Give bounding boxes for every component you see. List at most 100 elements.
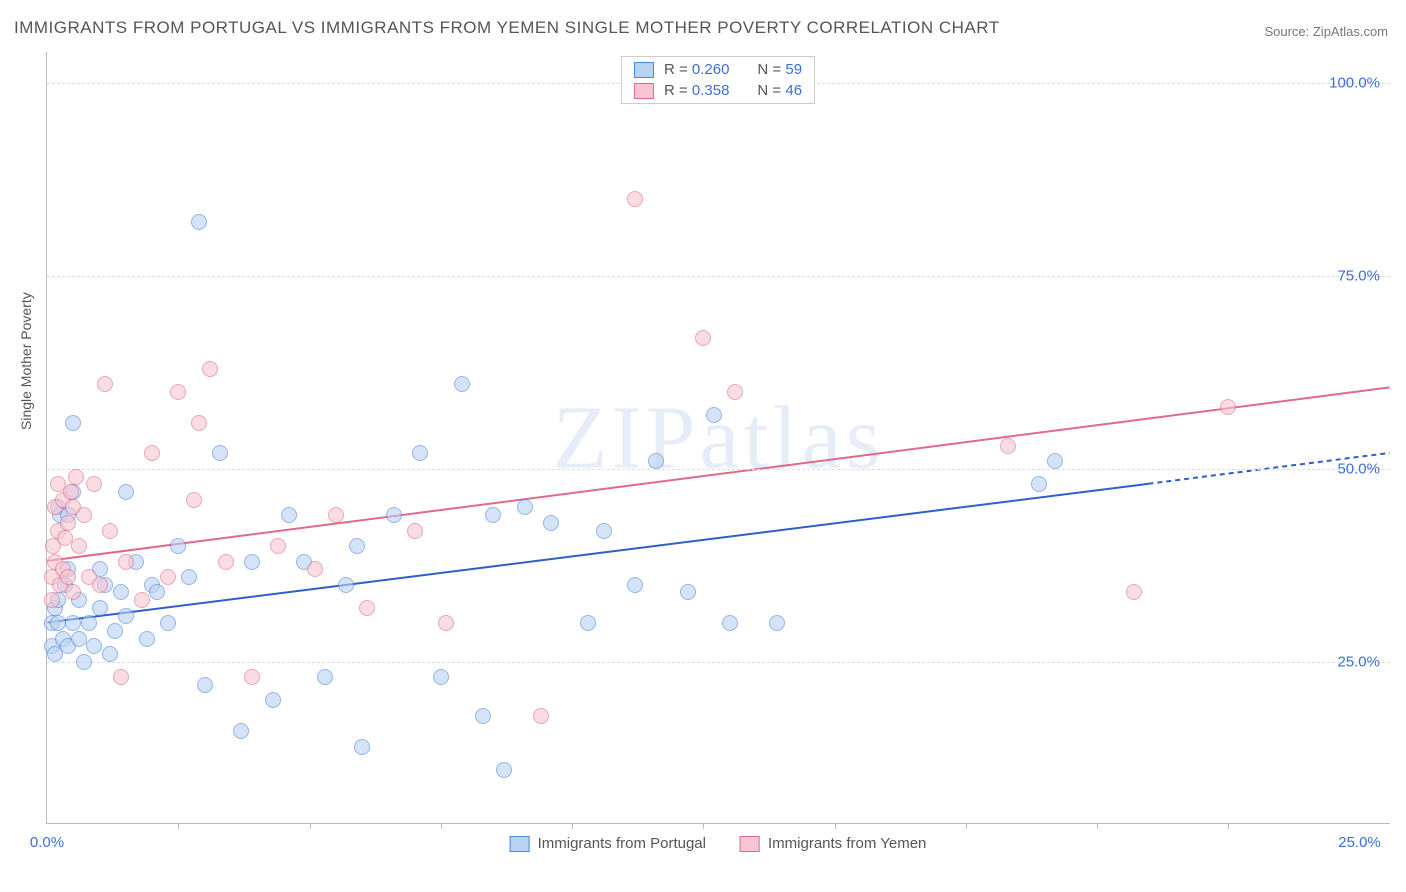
scatter-point xyxy=(113,669,129,685)
scatter-point xyxy=(680,584,696,600)
scatter-point xyxy=(71,538,87,554)
scatter-point xyxy=(107,623,123,639)
x-tick xyxy=(966,823,967,829)
scatter-point xyxy=(485,507,501,523)
scatter-point xyxy=(86,476,102,492)
legend-swatch xyxy=(510,836,530,852)
scatter-point xyxy=(92,577,108,593)
scatter-point xyxy=(328,507,344,523)
y-tick-label: 25.0% xyxy=(1337,653,1380,670)
scatter-point xyxy=(197,677,213,693)
legend-row: R = 0.358 N = 46 xyxy=(622,80,814,101)
scatter-point xyxy=(627,191,643,207)
scatter-point xyxy=(86,638,102,654)
scatter-point xyxy=(307,561,323,577)
scatter-point xyxy=(76,654,92,670)
scatter-point xyxy=(113,584,129,600)
scatter-point xyxy=(627,577,643,593)
scatter-point xyxy=(349,538,365,554)
x-tick xyxy=(703,823,704,829)
scatter-point xyxy=(97,376,113,392)
scatter-point xyxy=(218,554,234,570)
scatter-point xyxy=(1126,584,1142,600)
scatter-point xyxy=(722,615,738,631)
correlation-legend: R = 0.260 N = 59 R = 0.358 N = 46 xyxy=(621,56,815,104)
scatter-point xyxy=(65,415,81,431)
trend-lines xyxy=(47,52,1390,823)
scatter-point xyxy=(1220,399,1236,415)
scatter-point xyxy=(233,723,249,739)
scatter-point xyxy=(433,669,449,685)
y-tick-label: 75.0% xyxy=(1337,267,1380,284)
x-tick xyxy=(1228,823,1229,829)
scatter-point xyxy=(149,584,165,600)
scatter-point xyxy=(580,615,596,631)
scatter-point xyxy=(50,615,66,631)
scatter-point xyxy=(92,600,108,616)
x-tick xyxy=(835,823,836,829)
scatter-point xyxy=(769,615,785,631)
plot-region: ZIPatlas 25.0%50.0%75.0%100.0%0.0%25.0% xyxy=(46,52,1390,824)
legend-item: Immigrants from Portugal xyxy=(510,835,706,852)
scatter-point xyxy=(191,214,207,230)
legend-label: Immigrants from Portugal xyxy=(538,835,706,852)
scatter-point xyxy=(181,569,197,585)
source-attribution: Source: ZipAtlas.com xyxy=(1264,24,1388,39)
scatter-point xyxy=(354,739,370,755)
legend-r-label: R = 0.358 xyxy=(664,82,729,99)
x-tick-label: 25.0% xyxy=(1338,834,1381,851)
x-tick xyxy=(310,823,311,829)
scatter-point xyxy=(160,569,176,585)
scatter-point xyxy=(118,608,134,624)
scatter-point xyxy=(170,538,186,554)
legend-n-label: N = 46 xyxy=(757,82,802,99)
scatter-point xyxy=(359,600,375,616)
legend-n-label: N = 59 xyxy=(757,61,802,78)
gridline xyxy=(47,469,1390,470)
scatter-point xyxy=(134,592,150,608)
scatter-point xyxy=(533,708,549,724)
chart-title: IMMIGRANTS FROM PORTUGAL VS IMMIGRANTS F… xyxy=(14,18,1000,38)
scatter-point xyxy=(118,554,134,570)
chart-area: ZIPatlas 25.0%50.0%75.0%100.0%0.0%25.0% … xyxy=(46,52,1390,824)
scatter-point xyxy=(102,646,118,662)
scatter-point xyxy=(496,762,512,778)
trend-line xyxy=(47,484,1148,623)
scatter-point xyxy=(71,631,87,647)
scatter-point xyxy=(81,615,97,631)
scatter-point xyxy=(102,523,118,539)
scatter-point xyxy=(1000,438,1016,454)
scatter-point xyxy=(475,708,491,724)
scatter-point xyxy=(191,415,207,431)
scatter-point xyxy=(60,515,76,531)
scatter-point xyxy=(60,569,76,585)
scatter-point xyxy=(412,445,428,461)
scatter-point xyxy=(65,584,81,600)
scatter-point xyxy=(695,330,711,346)
scatter-point xyxy=(1047,453,1063,469)
gridline xyxy=(47,662,1390,663)
scatter-point xyxy=(186,492,202,508)
scatter-point xyxy=(212,445,228,461)
scatter-point xyxy=(65,615,81,631)
scatter-point xyxy=(118,484,134,500)
legend-swatch xyxy=(740,836,760,852)
scatter-point xyxy=(706,407,722,423)
legend-row: R = 0.260 N = 59 xyxy=(622,59,814,80)
scatter-point xyxy=(63,484,79,500)
scatter-point xyxy=(281,507,297,523)
legend-r-label: R = 0.260 xyxy=(664,61,729,78)
y-axis-label: Single Mother Poverty xyxy=(18,292,34,430)
scatter-point xyxy=(543,515,559,531)
scatter-point xyxy=(596,523,612,539)
x-tick-label: 0.0% xyxy=(30,834,64,851)
x-tick xyxy=(1097,823,1098,829)
scatter-point xyxy=(727,384,743,400)
scatter-point xyxy=(386,507,402,523)
scatter-point xyxy=(68,469,84,485)
scatter-point xyxy=(270,538,286,554)
y-tick-label: 100.0% xyxy=(1329,74,1380,91)
scatter-point xyxy=(648,453,664,469)
scatter-point xyxy=(139,631,155,647)
scatter-point xyxy=(44,592,60,608)
